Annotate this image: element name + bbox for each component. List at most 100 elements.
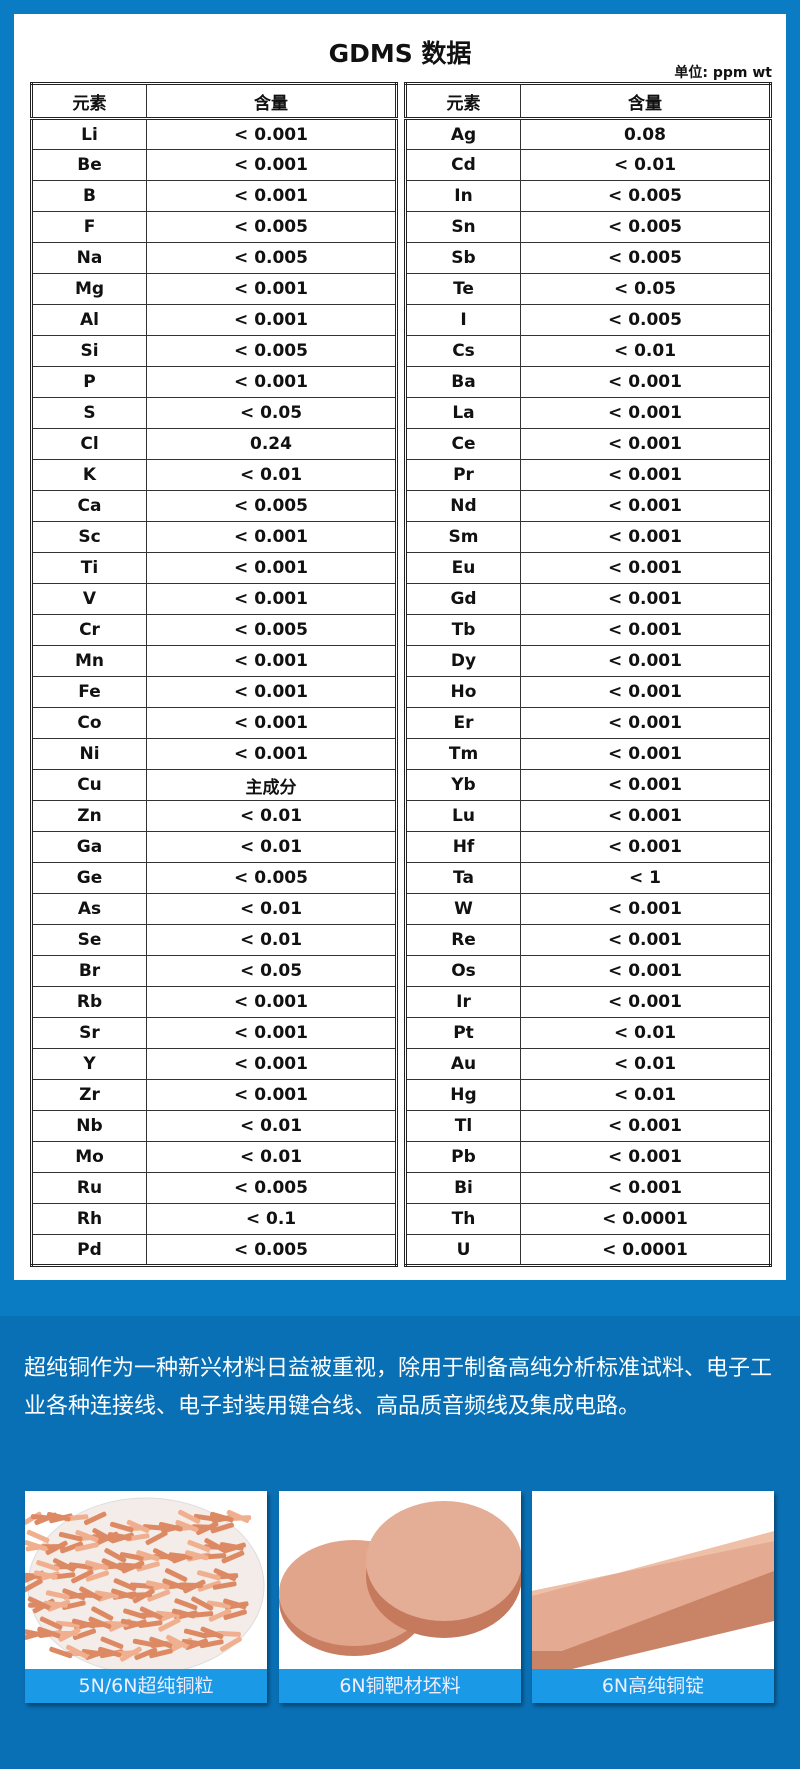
copper-target-image [279, 1491, 521, 1669]
element-cell: Se [31, 924, 147, 956]
table-row: Tb < 0.001 [405, 614, 771, 646]
content-cell: < 0.001 [520, 614, 771, 646]
table-row: U < 0.0001 [405, 1234, 771, 1266]
table-row: S < 0.05 [31, 397, 397, 429]
content-cell: < 0.001 [520, 366, 771, 398]
content-cell: < 0.005 [146, 335, 397, 367]
element-cell: Zr [31, 1079, 147, 1111]
element-cell: Ta [405, 862, 521, 894]
page-title: GDMS 数据 [328, 39, 472, 68]
element-cell: Pt [405, 1017, 521, 1049]
content-cell: < 0.001 [520, 986, 771, 1018]
element-cell: Mo [31, 1141, 147, 1173]
table-row: Li < 0.001 [31, 118, 397, 150]
header-content: 含量 [146, 83, 397, 120]
table-row: Be < 0.001 [31, 149, 397, 181]
table-row: Lu < 0.001 [405, 800, 771, 832]
element-cell: Mg [31, 273, 147, 305]
table-row: Ga < 0.01 [31, 831, 397, 863]
content-cell: < 0.001 [520, 769, 771, 801]
table-row: Bi < 0.001 [405, 1172, 771, 1204]
element-cell: Cu [31, 769, 147, 801]
product-label: 6N高纯铜锭 [532, 1669, 774, 1703]
table-row: Ag 0.08 [405, 118, 771, 150]
content-cell: < 0.001 [520, 955, 771, 987]
content-cell: < 0.1 [146, 1203, 397, 1235]
table-row: Eu < 0.001 [405, 552, 771, 584]
content-cell: < 0.001 [146, 583, 397, 615]
table-row: K < 0.01 [31, 459, 397, 491]
element-cell: Re [405, 924, 521, 956]
table-row: Sc < 0.001 [31, 521, 397, 553]
content-cell: < 0.01 [146, 831, 397, 863]
content-cell: < 0.001 [520, 397, 771, 429]
table-row: Au < 0.01 [405, 1048, 771, 1080]
element-cell: Cd [405, 149, 521, 181]
content-cell: < 0.001 [520, 459, 771, 491]
table-row: Te < 0.05 [405, 273, 771, 305]
element-cell: Cr [31, 614, 147, 646]
copper-granules-image [25, 1491, 267, 1669]
table-row: Ho < 0.001 [405, 676, 771, 708]
element-cell: Yb [405, 769, 521, 801]
content-cell: < 0.001 [146, 366, 397, 398]
content-cell: < 0.001 [146, 676, 397, 708]
element-cell: Y [31, 1048, 147, 1080]
table-row: Ce < 0.001 [405, 428, 771, 460]
table-row: Co < 0.001 [31, 707, 397, 739]
table-row: Ca < 0.005 [31, 490, 397, 522]
content-cell: < 0.005 [146, 490, 397, 522]
table-row: Cu 主成分 [31, 769, 397, 801]
element-cell: Cs [405, 335, 521, 367]
element-cell: Br [31, 955, 147, 987]
table-row: Mg < 0.001 [31, 273, 397, 305]
unit-label: 单位: ppm wt [674, 65, 772, 81]
product-card-ingot: 6N高纯铜锭 [532, 1491, 774, 1703]
content-cell: < 0.001 [146, 645, 397, 677]
element-cell: Na [31, 242, 147, 274]
table-row: I < 0.005 [405, 304, 771, 336]
table-row: Sr < 0.001 [31, 1017, 397, 1049]
table-row: W < 0.001 [405, 893, 771, 925]
content-cell: < 0.001 [520, 831, 771, 863]
table-row: Ni < 0.001 [31, 738, 397, 770]
element-cell: Pr [405, 459, 521, 491]
table-row: Si < 0.005 [31, 335, 397, 367]
element-cell: Te [405, 273, 521, 305]
element-cell: Ag [405, 118, 521, 150]
element-cell: Ir [405, 986, 521, 1018]
element-cell: W [405, 893, 521, 925]
element-cell: In [405, 180, 521, 212]
content-cell: < 0.001 [146, 1079, 397, 1111]
content-cell: < 0.001 [520, 428, 771, 460]
content-cell: < 0.001 [146, 304, 397, 336]
table-row: As < 0.01 [31, 893, 397, 925]
content-cell: < 0.001 [146, 552, 397, 584]
element-cell: V [31, 583, 147, 615]
element-cell: Li [31, 118, 147, 150]
element-cell: Nd [405, 490, 521, 522]
element-cell: Hg [405, 1079, 521, 1111]
table-row: Sm < 0.001 [405, 521, 771, 553]
element-cell: F [31, 211, 147, 243]
element-cell: Ba [405, 366, 521, 398]
element-cell: Ru [31, 1172, 147, 1204]
table-row: Se < 0.01 [31, 924, 397, 956]
element-cell: Fe [31, 676, 147, 708]
gdms-table-right: 元素 含量 Ag 0.08 Cd < 0.01 In < 0.005 Sn < 0.005 Sb < … [404, 82, 772, 1267]
content-cell: < 0.001 [520, 552, 771, 584]
content-cell: < 0.001 [146, 707, 397, 739]
table-row: Er < 0.001 [405, 707, 771, 739]
element-cell: Bi [405, 1172, 521, 1204]
content-cell: < 0.005 [520, 242, 771, 274]
header-element: 元素 [31, 83, 147, 120]
table-header-row: 元素 含量 [405, 83, 771, 120]
element-cell: Pd [31, 1234, 147, 1266]
description-text: 超纯铜作为一种新兴材料日益被重视，除用于制备高纯分析标准试料、电子工业各种连接线… [24, 1356, 773, 1419]
table-row: Tm < 0.001 [405, 738, 771, 770]
content-cell: < 0.005 [146, 211, 397, 243]
element-cell: Ni [31, 738, 147, 770]
element-cell: Sm [405, 521, 521, 553]
table-row: La < 0.001 [405, 397, 771, 429]
gdms-table-left: 元素 含量 Li < 0.001 Be < 0.001 B < 0.001 F < 0.005 Na… [30, 82, 398, 1267]
